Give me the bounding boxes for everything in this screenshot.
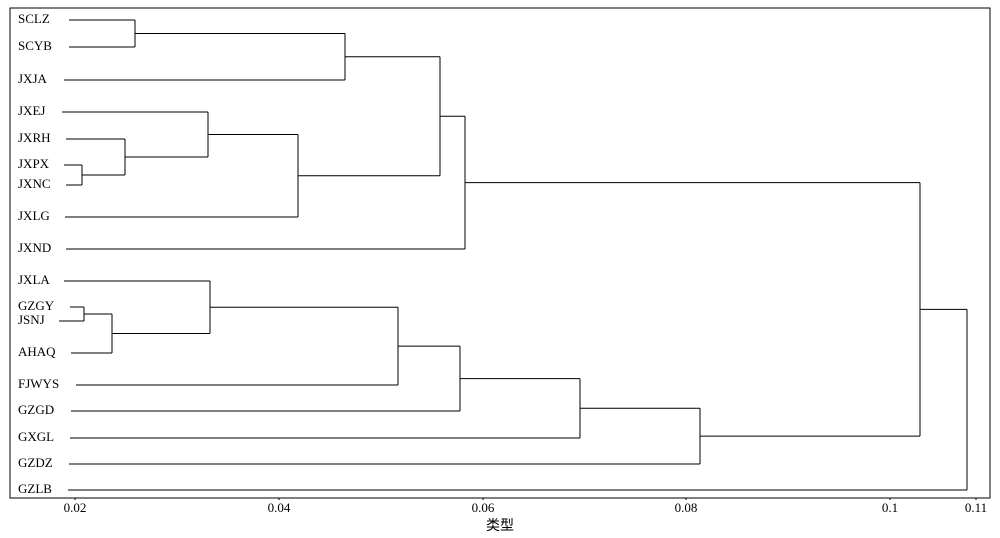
leaf-label-jsnj: JSNJ: [18, 312, 45, 327]
leaf-label-gzlb: GZLB: [18, 481, 52, 496]
x-tick-label: 0.04: [268, 500, 291, 515]
leaf-label-gzdz: GZDZ: [18, 455, 53, 470]
leaf-label-fjwys: FJWYS: [18, 376, 59, 391]
dendrogram-container: { "plot": { "type": "dendrogram", "orien…: [0, 0, 1000, 538]
leaf-label-gxgl: GXGL: [18, 429, 54, 444]
leaf-label-jxlg: JXLG: [18, 208, 50, 223]
dendrogram-svg: SCLZ SCYB JXJA JXEJ JXRH JXPX JXNC JXLG JXND JXLA…: [0, 0, 1000, 538]
leaf-label-jxnd: JXND: [18, 240, 51, 255]
leaf-label-gzgy: GZGY: [18, 298, 55, 313]
x-tick-label: 0.02: [64, 500, 87, 515]
leaf-label-jxla: JXLA: [18, 272, 50, 287]
x-tick-label: 0.11: [965, 500, 987, 515]
leaf-label-sclz: SCLZ: [18, 11, 50, 26]
leaf-label-jxej: JXEJ: [18, 103, 45, 118]
x-tick-label: 0.08: [675, 500, 698, 515]
leaf-label-scyb: SCYB: [18, 38, 52, 53]
leaf-label-jxja: JXJA: [18, 71, 48, 86]
leaf-label-jxpx: JXPX: [18, 156, 50, 171]
leaf-label-jxrh: JXRH: [18, 130, 51, 145]
x-tick-label: 0.1: [882, 500, 898, 515]
plot-frame: [10, 8, 990, 498]
leaf-label-ahaq: AHAQ: [18, 344, 56, 359]
leaf-label-jxnc: JXNC: [18, 176, 51, 191]
leaf-label-gzgd: GZGD: [18, 402, 54, 417]
x-axis-title: 类型: [486, 517, 514, 533]
x-tick-label: 0.06: [472, 500, 495, 515]
